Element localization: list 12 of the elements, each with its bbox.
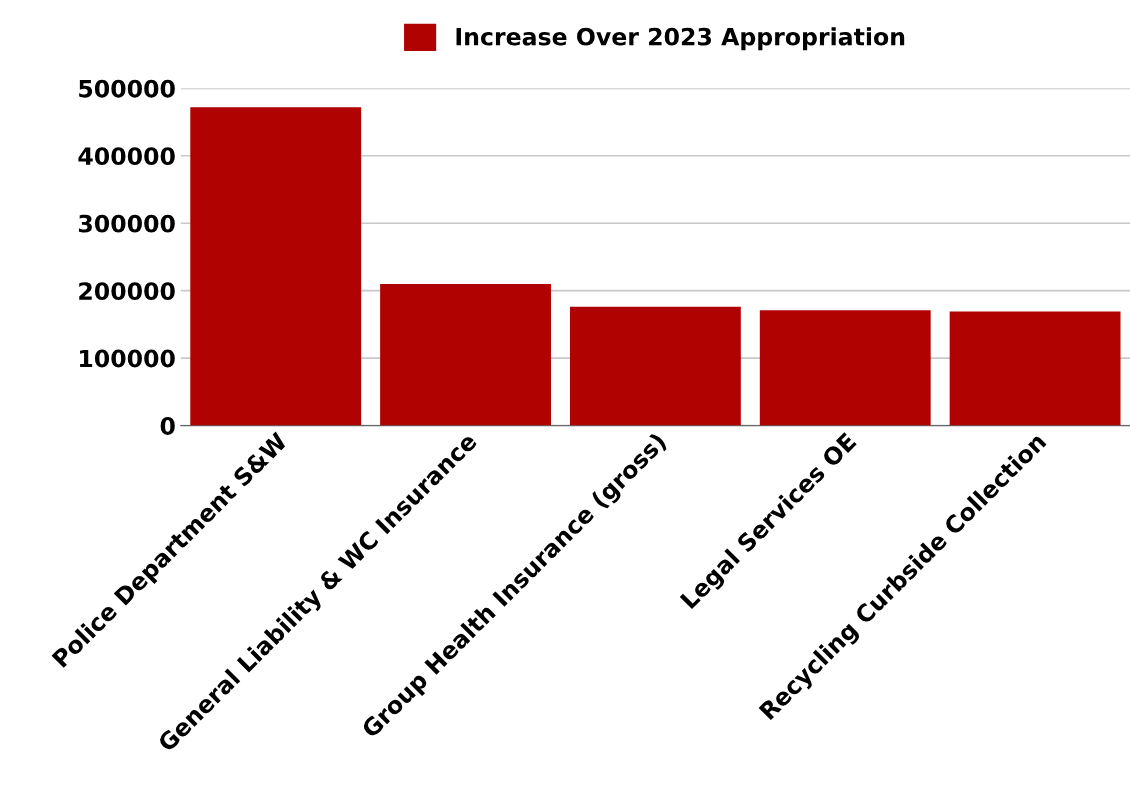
bar: [569, 306, 741, 426]
bar: [190, 107, 362, 426]
y-tick-label: 500000: [79, 79, 175, 98]
y-tick-label: 0: [160, 417, 175, 435]
y-tick-label: 200000: [79, 282, 175, 300]
bar: [759, 310, 931, 426]
y-tick-label: 400000: [78, 147, 175, 166]
bar: [380, 283, 551, 426]
legend-label: Increase Over 2023 Appropriation: [456, 27, 905, 51]
bar: [949, 311, 1121, 426]
y-tick-label: 100000: [80, 349, 175, 368]
y-tick-label: 300000: [78, 214, 175, 233]
